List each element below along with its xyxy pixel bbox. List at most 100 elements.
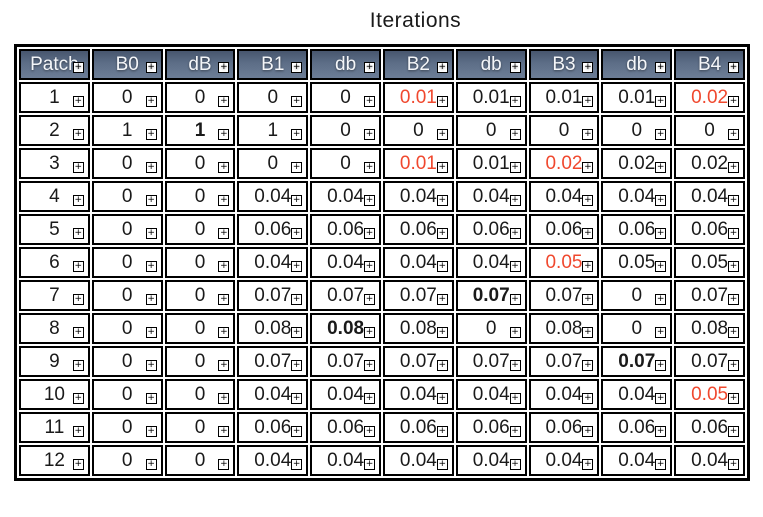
expand-plus-icon[interactable]: +	[218, 96, 230, 107]
expand-plus-icon[interactable]: +	[655, 327, 667, 338]
expand-plus-icon[interactable]: +	[582, 393, 594, 404]
expand-plus-icon[interactable]: +	[436, 261, 448, 272]
expand-plus-icon[interactable]: +	[218, 261, 230, 272]
expand-plus-icon[interactable]: +	[291, 129, 303, 140]
expand-plus-icon[interactable]: +	[582, 294, 594, 305]
expand-plus-icon[interactable]: +	[728, 261, 739, 272]
expand-plus-icon[interactable]: +	[72, 426, 84, 437]
expand-plus-icon[interactable]: +	[145, 195, 157, 206]
expand-plus-icon[interactable]: +	[436, 96, 448, 107]
expand-plus-icon[interactable]: +	[145, 129, 157, 140]
expand-plus-icon[interactable]: +	[728, 96, 739, 107]
expand-plus-icon[interactable]: +	[291, 228, 303, 239]
expand-plus-icon[interactable]: +	[655, 96, 667, 107]
expand-plus-icon[interactable]: +	[291, 393, 303, 404]
expand-plus-icon[interactable]: +	[363, 162, 375, 173]
expand-plus-icon[interactable]: +	[72, 195, 84, 206]
expand-plus-icon[interactable]: +	[145, 162, 157, 173]
expand-plus-icon[interactable]: +	[655, 162, 667, 173]
expand-plus-icon[interactable]: +	[655, 62, 667, 73]
expand-plus-icon[interactable]: +	[218, 62, 230, 73]
expand-plus-icon[interactable]: +	[218, 228, 230, 239]
expand-plus-icon[interactable]: +	[436, 228, 448, 239]
expand-plus-icon[interactable]: +	[509, 228, 521, 239]
expand-plus-icon[interactable]: +	[72, 327, 84, 338]
expand-plus-icon[interactable]: +	[218, 294, 230, 305]
expand-plus-icon[interactable]: +	[509, 162, 521, 173]
expand-plus-icon[interactable]: +	[218, 426, 230, 437]
expand-plus-icon[interactable]: +	[218, 195, 230, 206]
expand-plus-icon[interactable]: +	[582, 96, 594, 107]
expand-plus-icon[interactable]: +	[363, 62, 375, 73]
expand-plus-icon[interactable]: +	[655, 195, 667, 206]
expand-plus-icon[interactable]: +	[582, 228, 594, 239]
expand-plus-icon[interactable]: +	[509, 195, 521, 206]
expand-plus-icon[interactable]: +	[363, 294, 375, 305]
expand-plus-icon[interactable]: +	[218, 162, 230, 173]
expand-plus-icon[interactable]: +	[509, 129, 521, 140]
expand-plus-icon[interactable]: +	[363, 393, 375, 404]
expand-plus-icon[interactable]: +	[291, 162, 303, 173]
expand-plus-icon[interactable]: +	[218, 360, 230, 371]
expand-plus-icon[interactable]: +	[655, 129, 667, 140]
expand-plus-icon[interactable]: +	[363, 195, 375, 206]
expand-plus-icon[interactable]: +	[145, 96, 157, 107]
expand-plus-icon[interactable]: +	[728, 129, 739, 140]
expand-plus-icon[interactable]: +	[218, 459, 230, 470]
expand-plus-icon[interactable]: +	[655, 459, 667, 470]
expand-plus-icon[interactable]: +	[509, 62, 521, 73]
expand-plus-icon[interactable]: +	[291, 96, 303, 107]
expand-plus-icon[interactable]: +	[582, 426, 594, 437]
expand-plus-icon[interactable]: +	[655, 360, 667, 371]
expand-plus-icon[interactable]: +	[436, 327, 448, 338]
expand-plus-icon[interactable]: +	[509, 327, 521, 338]
expand-plus-icon[interactable]: +	[145, 459, 157, 470]
expand-plus-icon[interactable]: +	[509, 459, 521, 470]
expand-plus-icon[interactable]: +	[145, 426, 157, 437]
expand-plus-icon[interactable]: +	[363, 261, 375, 272]
expand-plus-icon[interactable]: +	[728, 327, 739, 338]
expand-plus-icon[interactable]: +	[436, 62, 448, 73]
expand-plus-icon[interactable]: +	[72, 459, 84, 470]
expand-plus-icon[interactable]: +	[582, 261, 594, 272]
expand-plus-icon[interactable]: +	[145, 294, 157, 305]
expand-plus-icon[interactable]: +	[291, 327, 303, 338]
expand-plus-icon[interactable]: +	[72, 96, 84, 107]
expand-plus-icon[interactable]: +	[145, 228, 157, 239]
expand-plus-icon[interactable]: +	[582, 162, 594, 173]
expand-plus-icon[interactable]: +	[72, 261, 84, 272]
expand-plus-icon[interactable]: +	[291, 62, 303, 73]
expand-plus-icon[interactable]: +	[436, 129, 448, 140]
expand-plus-icon[interactable]: +	[363, 228, 375, 239]
expand-plus-icon[interactable]: +	[509, 360, 521, 371]
expand-plus-icon[interactable]: +	[728, 162, 739, 173]
expand-plus-icon[interactable]: +	[363, 360, 375, 371]
expand-plus-icon[interactable]: +	[655, 393, 667, 404]
expand-plus-icon[interactable]: +	[728, 228, 739, 239]
expand-plus-icon[interactable]: +	[72, 162, 84, 173]
expand-plus-icon[interactable]: +	[728, 360, 739, 371]
expand-plus-icon[interactable]: +	[72, 129, 84, 140]
expand-plus-icon[interactable]: +	[145, 360, 157, 371]
expand-plus-icon[interactable]: +	[363, 459, 375, 470]
expand-plus-icon[interactable]: +	[291, 294, 303, 305]
expand-plus-icon[interactable]: +	[72, 294, 84, 305]
expand-plus-icon[interactable]: +	[728, 195, 739, 206]
expand-plus-icon[interactable]: +	[728, 62, 739, 73]
expand-plus-icon[interactable]: +	[655, 294, 667, 305]
expand-plus-icon[interactable]: +	[291, 195, 303, 206]
expand-plus-icon[interactable]: +	[582, 62, 594, 73]
expand-plus-icon[interactable]: +	[509, 96, 521, 107]
expand-plus-icon[interactable]: +	[582, 129, 594, 140]
expand-plus-icon[interactable]: +	[218, 327, 230, 338]
expand-plus-icon[interactable]: +	[72, 360, 84, 371]
expand-plus-icon[interactable]: +	[436, 162, 448, 173]
expand-plus-icon[interactable]: +	[509, 426, 521, 437]
expand-plus-icon[interactable]: +	[145, 261, 157, 272]
expand-plus-icon[interactable]: +	[436, 360, 448, 371]
expand-plus-icon[interactable]: +	[582, 327, 594, 338]
expand-plus-icon[interactable]: +	[436, 195, 448, 206]
expand-plus-icon[interactable]: +	[582, 195, 594, 206]
expand-plus-icon[interactable]: +	[363, 129, 375, 140]
expand-plus-icon[interactable]: +	[582, 459, 594, 470]
